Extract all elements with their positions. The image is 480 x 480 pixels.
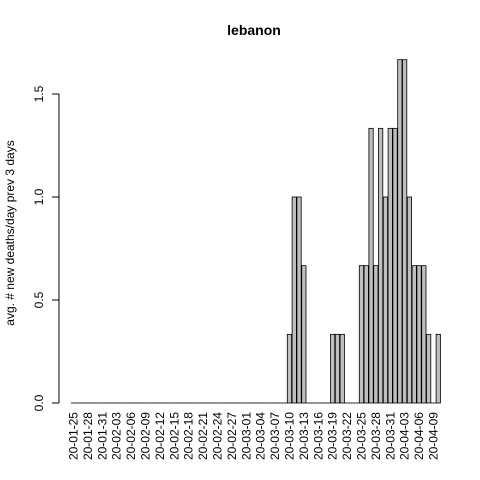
bar-20-03-21 <box>339 333 345 404</box>
bar-20-03-30 <box>382 196 388 404</box>
bar-20-04-10 <box>435 333 441 404</box>
bar-20-04-05 <box>411 265 417 404</box>
x-tick-label: 20-03-25 <box>354 412 368 460</box>
bar-20-04-06 <box>416 265 422 404</box>
x-tick-label: 20-04-03 <box>398 412 412 460</box>
y-tick-label: 1.5 <box>32 85 46 102</box>
x-tick-label: 20-02-12 <box>153 412 167 460</box>
x-tick-label: 20-01-31 <box>95 412 109 460</box>
x-tick-label: 20-02-21 <box>196 412 210 460</box>
bar-20-04-08 <box>426 333 432 404</box>
x-tick-label: 20-04-09 <box>426 412 440 460</box>
bar-20-04-02 <box>397 59 403 404</box>
x-tick-label: 20-03-19 <box>326 412 340 460</box>
bar-20-03-27 <box>368 127 374 404</box>
x-tick-label: 20-01-25 <box>66 412 80 460</box>
bar-20-03-19 <box>330 333 336 404</box>
x-tick-label: 20-03-16 <box>311 412 325 460</box>
x-tick-label: 20-03-31 <box>383 412 397 460</box>
bar-20-03-31 <box>387 127 393 404</box>
bar-20-04-04 <box>406 196 412 404</box>
y-tick-label: 0.0 <box>32 394 46 411</box>
x-tick-label: 20-02-03 <box>110 412 124 460</box>
bar-20-04-03 <box>402 59 408 404</box>
x-tick-label: 20-03-28 <box>369 412 383 460</box>
x-tick-label: 20-02-09 <box>138 412 152 460</box>
x-tick-label: 20-02-06 <box>124 412 138 460</box>
x-tick-label: 20-03-07 <box>268 412 282 460</box>
bar-20-03-13 <box>301 265 307 404</box>
x-tick-label: 20-01-28 <box>81 412 95 460</box>
bar-20-04-01 <box>392 127 398 404</box>
x-tick-label: 20-03-01 <box>239 412 253 460</box>
bar-20-03-11 <box>291 196 297 404</box>
x-tick-label: 20-02-15 <box>167 412 181 460</box>
x-tick-label: 20-04-06 <box>412 412 426 460</box>
bar-20-04-07 <box>421 265 427 404</box>
x-tick-label: 20-03-22 <box>340 412 354 460</box>
x-tick-label: 20-03-10 <box>282 412 296 460</box>
x-tick-label: 20-02-27 <box>225 412 239 460</box>
bar-20-03-20 <box>334 333 340 404</box>
bar-20-03-29 <box>378 127 384 404</box>
y-tick-label: 0.5 <box>32 291 46 308</box>
y-axis-label: avg. # new deaths/day prev 3 days <box>3 140 17 325</box>
x-tick-label: 20-03-04 <box>254 412 268 460</box>
x-tick-label: 20-03-13 <box>297 412 311 460</box>
y-axis: 0.0 0.5 1.0 1.5 <box>32 85 60 411</box>
x-axis: 20-01-25 20-01-28 20-01-31 20-02-03 20-02-06… <box>66 412 440 460</box>
bar-20-03-28 <box>373 265 379 404</box>
bar-20-03-25 <box>358 265 364 404</box>
x-tick-label: 20-02-24 <box>210 412 224 460</box>
bar-20-03-10 <box>286 333 292 404</box>
x-tick-label: 20-02-18 <box>182 412 196 460</box>
bar-20-03-12 <box>296 196 302 404</box>
bars-group <box>70 59 441 404</box>
y-tick-label: 1.0 <box>32 188 46 205</box>
bar-20-03-26 <box>363 265 369 404</box>
chart-title: lebanon <box>227 22 281 38</box>
